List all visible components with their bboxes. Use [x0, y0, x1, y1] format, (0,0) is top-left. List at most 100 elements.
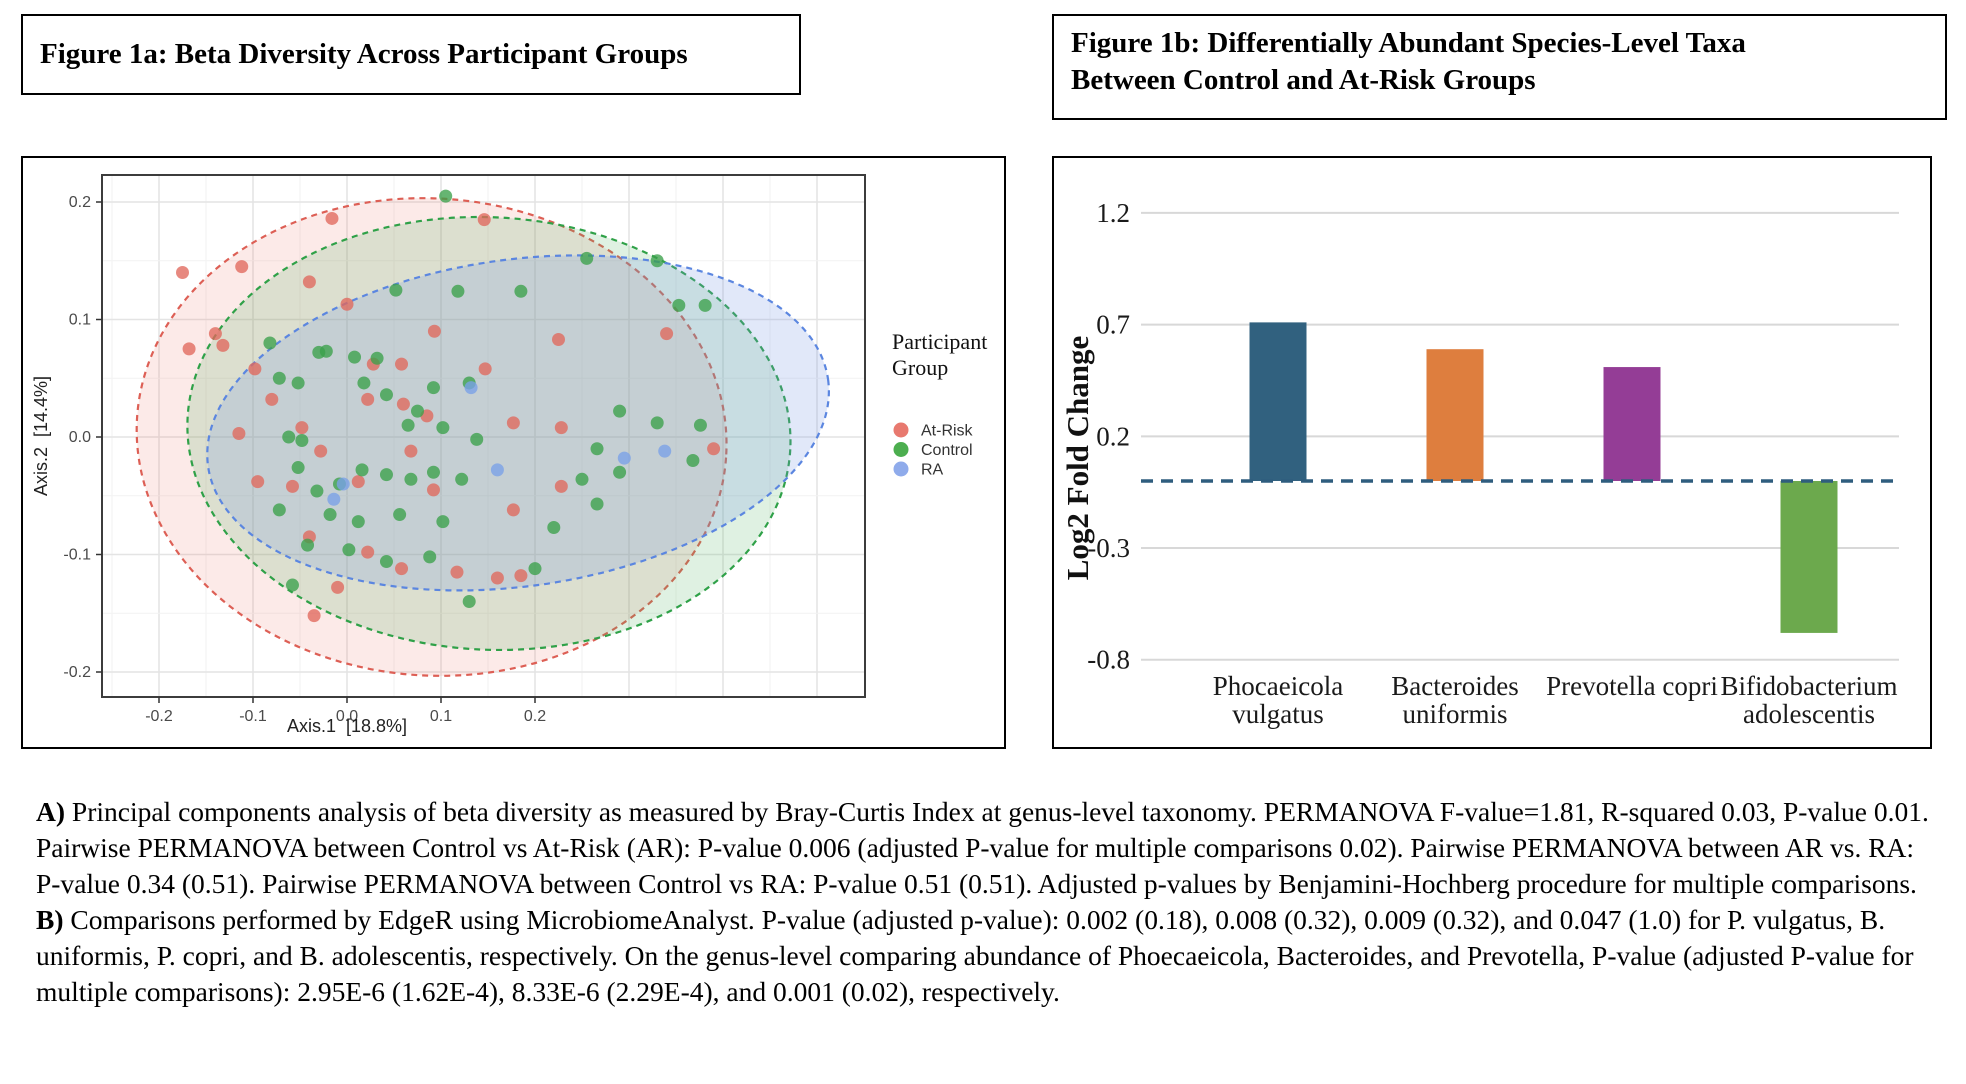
- scatter-point-control: [272, 503, 286, 517]
- scatter-point-at-risk: [285, 479, 299, 493]
- figure-1b-title-line1: Figure 1b: Differentially Abundant Speci…: [1071, 27, 1746, 59]
- scatter-point-at-risk: [361, 392, 375, 406]
- y-axis-title: Log2 Fold Change: [1060, 336, 1095, 581]
- figure-1b-title-line2: Between Control and At-Risk Groups: [1071, 64, 1536, 96]
- scatter-point-at-risk: [265, 392, 279, 406]
- scatter-point-at-risk: [361, 545, 375, 559]
- scatter-point-control: [470, 432, 484, 446]
- x-category-label: Prevotella copri: [1546, 671, 1718, 701]
- scatter-point-ra: [327, 492, 341, 506]
- scatter-point-control: [295, 434, 309, 448]
- x-tick-label: -0.1: [239, 708, 267, 725]
- scatter-point-control: [462, 595, 476, 608]
- y-tick-label: 1.2: [1096, 198, 1130, 228]
- y-tick-label: -0.3: [1087, 533, 1130, 563]
- caption-a-text: Principal components analysis of beta di…: [36, 796, 1929, 899]
- scatter-point-control: [301, 538, 315, 552]
- legend-swatch-at-risk: [893, 422, 909, 438]
- bar-prevotella-copri: [1603, 367, 1661, 481]
- figure-1b-title-box: Figure 1b: Differentially Abundant Speci…: [1052, 14, 1947, 120]
- scatter-point-at-risk: [506, 503, 520, 517]
- scatter-point-control: [650, 254, 664, 268]
- scatter-point-control: [580, 251, 594, 265]
- scatter-point-at-risk: [295, 421, 309, 435]
- scatter-point-control: [426, 465, 440, 479]
- scatter-point-control: [401, 418, 415, 432]
- scatter-point-at-risk: [707, 442, 721, 456]
- y-axis-title: Axis.2 [14.4%]: [31, 376, 51, 496]
- scatter-point-control: [686, 454, 700, 467]
- x-tick-label: 0.1: [430, 708, 452, 725]
- scatter-point-ra: [464, 381, 478, 395]
- caption-b-label: B): [36, 904, 64, 935]
- scatter-point-control: [379, 468, 393, 482]
- scatter-point-control: [389, 283, 403, 297]
- scatter-point-control: [698, 298, 712, 312]
- y-tick-label: 0.0: [69, 429, 91, 446]
- scatter-point-control: [439, 189, 453, 203]
- scatter-point-control: [357, 376, 371, 390]
- scatter-point-at-risk: [404, 444, 418, 458]
- scatter-point-control: [342, 543, 356, 557]
- caption-paragraph-a: A) Principal components analysis of beta…: [36, 794, 1932, 902]
- y-tick-label: 0.2: [1096, 421, 1130, 451]
- legend-label-control: Control: [921, 442, 973, 459]
- scatter-point-control: [393, 508, 407, 522]
- y-tick-label: 0.2: [69, 194, 91, 211]
- legend-swatch-ra: [893, 461, 909, 477]
- scatter-point-control: [323, 508, 337, 522]
- scatter-point-ra: [336, 477, 350, 491]
- caption-a-label: A): [36, 796, 66, 827]
- scatter-point-control: [423, 550, 437, 564]
- legend-title-line1: Participant: [892, 329, 987, 354]
- scatter-point-at-risk: [235, 260, 249, 274]
- scatter-point-at-risk: [248, 362, 262, 376]
- scatter-point-control: [613, 465, 627, 479]
- scatter-point-at-risk: [450, 565, 464, 579]
- scatter-point-control: [370, 351, 384, 365]
- scatter-point-control: [404, 472, 418, 486]
- scatter-point-ra: [617, 451, 631, 465]
- x-category-label: Bacteroides uniformis: [1391, 671, 1518, 729]
- scatter-point-at-risk: [478, 362, 492, 376]
- bar-bacteroides-uniformis: [1426, 349, 1484, 481]
- pcoa-scatter-chart: -0.2 -0.1 0.0 0.1 0.2 0.2 0.1 0.0 -0.1 -0.2 Axis.1…: [31, 174, 987, 736]
- scatter-point-control: [613, 404, 627, 418]
- scatter-point-control: [451, 284, 465, 298]
- scatter-point-control: [263, 336, 277, 350]
- confidence-ellipse-at-risk: [135, 197, 728, 677]
- scatter-point-control: [528, 562, 542, 576]
- scatter-point-at-risk: [314, 444, 328, 458]
- scatter-point-control: [355, 463, 369, 477]
- caption-b-text: Comparisons performed by EdgeR using Mic…: [36, 904, 1914, 1007]
- scatter-point-control: [282, 430, 296, 444]
- scatter-point-control: [436, 421, 450, 435]
- scatter-point-control: [348, 350, 362, 364]
- legend-swatch-control: [893, 442, 909, 457]
- scatter-point-control: [272, 371, 286, 385]
- scatter-point-at-risk: [302, 275, 316, 289]
- scatter-point-at-risk: [426, 483, 440, 497]
- scatter-point-at-risk: [506, 416, 520, 430]
- x-tick-label: 0.2: [524, 708, 546, 725]
- scatter-point-at-risk: [182, 342, 196, 356]
- scatter-point-at-risk: [216, 338, 230, 352]
- legend-label-at-risk: At-Risk: [921, 423, 974, 440]
- legend-label-ra: RA: [921, 462, 944, 479]
- scatter-point-at-risk: [208, 327, 222, 341]
- scatter-point-control: [547, 520, 561, 534]
- scatter-point-at-risk: [325, 211, 339, 225]
- x-axis-title: Axis.1 [18.8%]: [287, 716, 407, 736]
- scatter-point-at-risk: [340, 297, 354, 311]
- scatter-point-control: [590, 497, 604, 511]
- scatter-point-at-risk: [477, 213, 491, 227]
- scatter-point-at-risk: [427, 324, 441, 338]
- scatter-point-at-risk: [395, 562, 409, 576]
- scatter-point-control: [514, 284, 528, 298]
- bar-chart-panel: 1.2 0.7 0.2 -0.3 -0.8 Phocaeicola vulgatus Bact…: [1052, 156, 1932, 749]
- figure-caption: A) Principal components analysis of beta…: [36, 794, 1932, 1010]
- y-tick-label: 0.7: [1096, 310, 1130, 340]
- scatter-point-control: [319, 344, 333, 358]
- scatter-point-ra: [490, 463, 504, 477]
